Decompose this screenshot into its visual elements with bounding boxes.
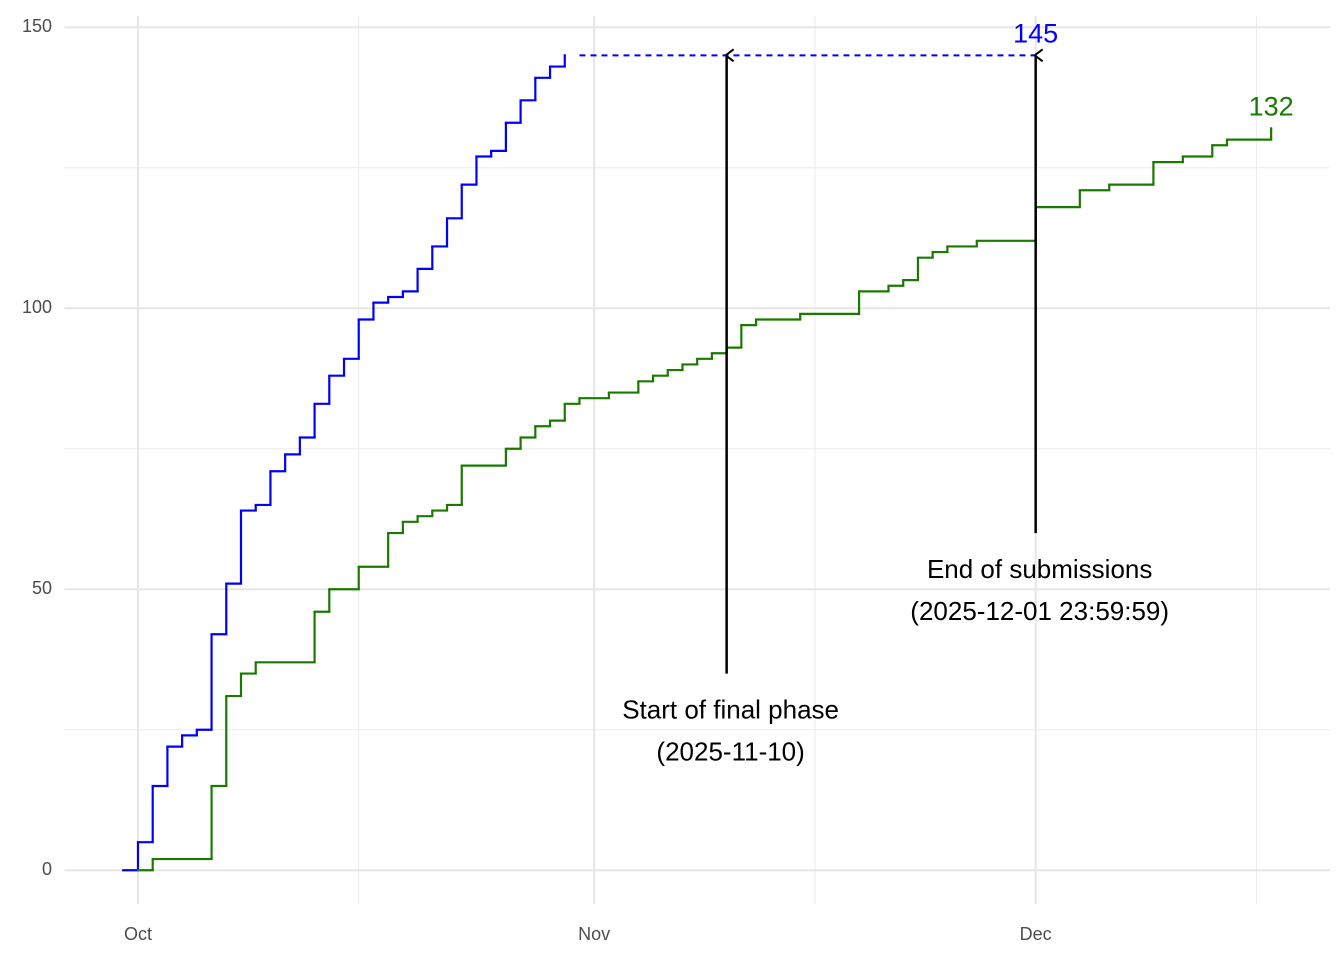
annotation-text: (2025-12-01 23:59:59) [910,596,1169,626]
end-label: 132 [1249,92,1294,122]
y-tick-label: 100 [22,297,52,317]
annotation-text: End of submissions [927,554,1152,584]
y-tick-label: 0 [42,859,52,879]
x-tick-label: Nov [578,924,610,944]
y-tick-label: 50 [32,578,52,598]
end-label: 145 [1013,18,1058,48]
annotation-text: Start of final phase [622,694,839,724]
x-tick-label: Dec [1020,924,1052,944]
y-tick-label: 150 [22,16,52,36]
x-tick-label: Oct [124,924,152,944]
annotation-text: (2025-11-10) [656,736,804,766]
